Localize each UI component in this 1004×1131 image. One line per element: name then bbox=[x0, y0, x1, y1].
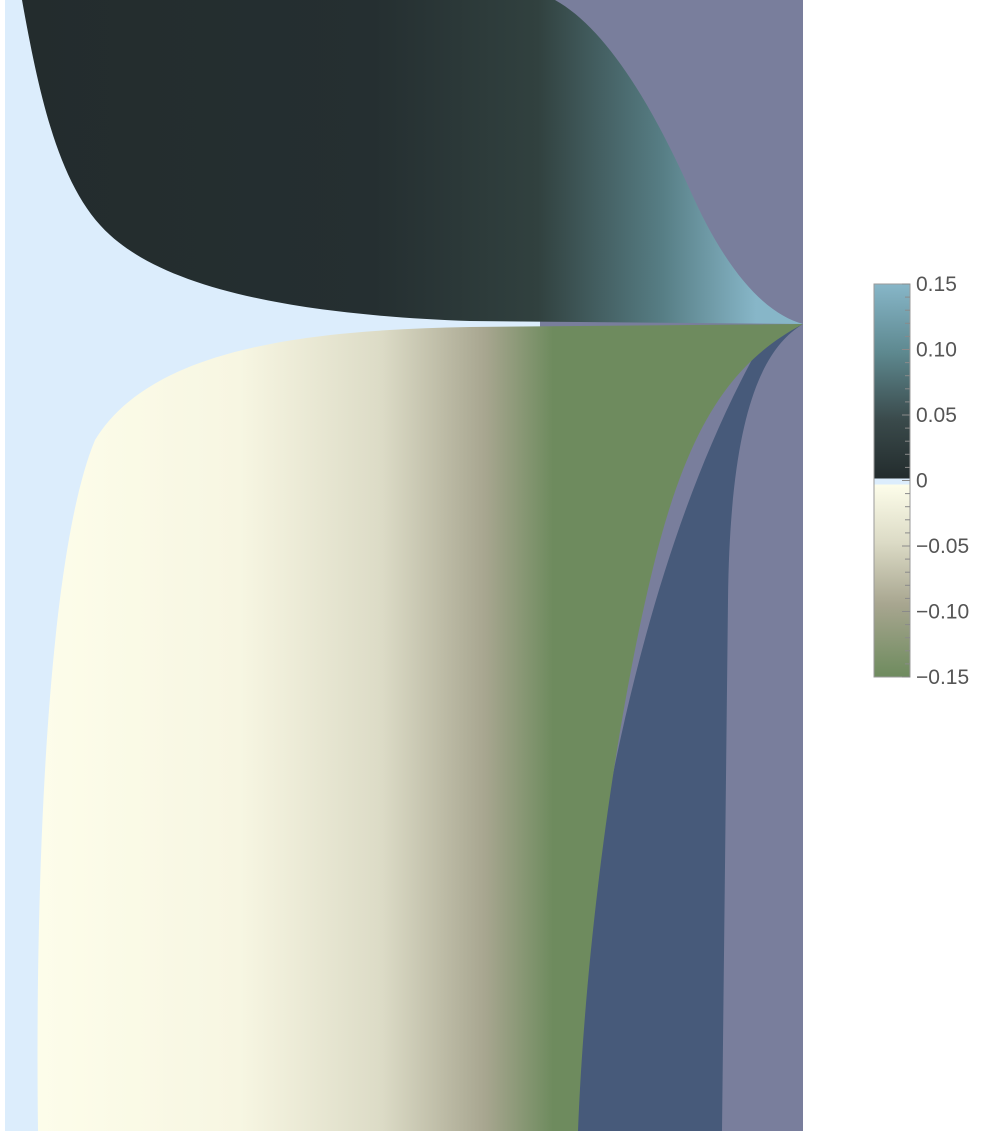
legend-tick-label: 0.10 bbox=[916, 339, 957, 362]
saturated-negative-region bbox=[560, 324, 803, 1131]
legend-tick-label: −0.05 bbox=[916, 535, 969, 558]
density-plot bbox=[5, 0, 804, 1131]
legend-zero-band bbox=[874, 478, 910, 485]
negative-region bbox=[37, 324, 804, 1131]
legend-tick-label: −0.10 bbox=[916, 601, 969, 624]
legend-positive-bar bbox=[874, 284, 910, 479]
legend-tick-label: 0.05 bbox=[916, 404, 957, 427]
legend-tick-label: 0.15 bbox=[916, 273, 957, 296]
legend-tick-label: 0 bbox=[916, 470, 928, 493]
color-legend: 0.15 0.10 0.05 0 −0.05 −0.10 −0.15 bbox=[873, 273, 969, 689]
legend-negative-bar bbox=[874, 484, 910, 677]
legend-tick-label: −0.15 bbox=[916, 666, 969, 689]
positive-region bbox=[22, 0, 803, 324]
